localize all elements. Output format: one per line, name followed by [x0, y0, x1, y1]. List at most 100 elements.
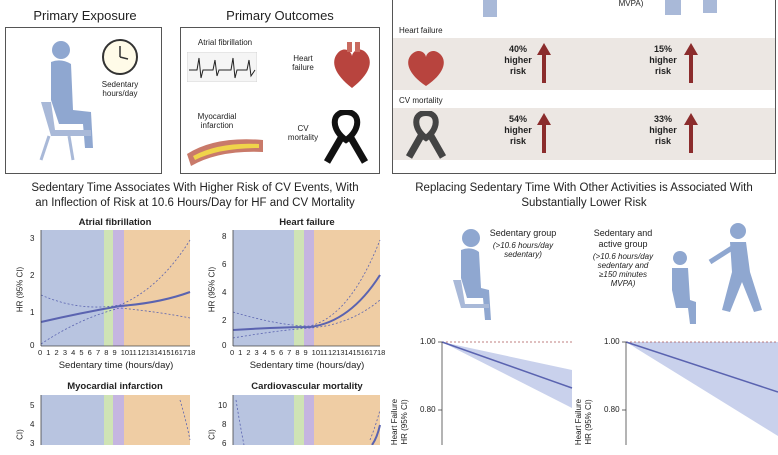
heart-icon — [334, 42, 370, 88]
hr-line — [40, 291, 191, 323]
group2-name: Sedentary and active group — [593, 228, 653, 249]
chart-hf — [232, 230, 381, 347]
af-ylabel: HR (95% CI) — [15, 266, 25, 313]
clock-icon — [102, 39, 138, 75]
risk-panel: MVPA) Heart failure 40% higher risk 15% … — [392, 0, 776, 174]
mvpa-note: MVPA) — [618, 0, 644, 8]
outcome-mi-label: Myocardial infarction — [197, 112, 237, 130]
af-ytick: 0 — [30, 341, 35, 350]
ci-lower — [40, 307, 191, 345]
x-tick-label: 17 — [368, 348, 378, 357]
x-tick-label: 8 — [295, 348, 300, 357]
cvm-active-risk: 33% higher risk — [649, 114, 677, 146]
sedentary-hours-label: Sedentary hours/day — [101, 80, 139, 98]
af-ytick: 2 — [30, 271, 35, 280]
x-tick-label: 6 — [87, 348, 92, 357]
x-tick-label: 2 — [246, 348, 251, 357]
artery-icon — [187, 139, 263, 166]
x-tick-label: 18 — [377, 348, 386, 357]
hf-active-risk: 15% higher risk — [649, 44, 677, 76]
hf-ylabel: HR (95% CI) — [207, 266, 217, 313]
right-section-title: Replacing Sedentary Time With Other Acti… — [415, 182, 753, 209]
x-tick-label: 15 — [162, 348, 171, 357]
x-tick-label: 11 — [129, 348, 137, 357]
up-arrow-icon — [684, 113, 698, 153]
sub1-ytick: 1.00 — [420, 337, 436, 346]
x-tick-label: 13 — [336, 348, 345, 357]
hf-xticks: 0 1 2 3 4 5 6 7 8 9 10 11 12 13 14 15 16 17 18 — [229, 348, 389, 358]
x-tick-label: 14 — [153, 348, 163, 357]
up-arrow-icon — [537, 113, 551, 153]
x-tick-label: 3 — [254, 348, 259, 357]
mi-ytick: 5 — [30, 401, 35, 410]
group2-desc: (>10.6 hours/day sedentary and ≥150 minu… — [592, 252, 654, 288]
af-ytick: 1 — [30, 308, 35, 317]
cvm-ytick: 8 — [222, 420, 227, 429]
x-tick-label: 10 — [311, 348, 320, 357]
x-tick-label: 12 — [328, 348, 337, 357]
ribbon-icon — [405, 111, 447, 159]
group1-desc: (>10.6 hours/day sedentary) — [492, 241, 554, 259]
x-tick-label: 13 — [145, 348, 154, 357]
af-xlabel: Sedentary time (hours/day) — [58, 360, 174, 371]
hf-ytick: 8 — [222, 232, 227, 241]
x-tick-label: 6 — [279, 348, 284, 357]
walking-person-icon — [665, 0, 717, 15]
af-xticks: 0 1 2 3 4 5 6 7 8 9 10 11 12 13 14 15 16 17 18 — [37, 348, 197, 358]
x-tick-label: 9 — [303, 348, 308, 357]
x-tick-label: 17 — [178, 348, 188, 357]
up-arrow-icon — [684, 43, 698, 83]
primary-exposure-title: Primary Exposure — [33, 8, 137, 23]
x-tick-label: 0 — [230, 348, 235, 357]
chart-cvm — [232, 395, 381, 450]
primary-outcomes-title: Primary Outcomes — [226, 8, 334, 23]
risk-row-hf-label: Heart failure — [399, 26, 443, 35]
cvm-ytick: 10 — [218, 401, 227, 410]
hf-ytick: 2 — [222, 316, 227, 325]
x-tick-label: 16 — [360, 348, 369, 357]
outcomes-box: Atrial fibrillation Heart failure Myocar… — [180, 27, 380, 174]
walking-person-icon — [708, 223, 762, 312]
hf-ytick: 6 — [222, 260, 227, 269]
x-tick-label: 9 — [112, 348, 117, 357]
hr-line — [232, 274, 381, 331]
x-tick-label: 3 — [62, 348, 67, 357]
x-tick-label: 5 — [79, 348, 84, 357]
x-tick-label: 15 — [352, 348, 361, 357]
heart-icon — [408, 50, 444, 86]
x-tick-label: 1 — [238, 348, 243, 357]
substitution-charts — [438, 341, 778, 445]
group1-name: Sedentary group — [489, 228, 557, 238]
ci-upper — [232, 239, 381, 327]
sub2-ytick: 0.80 — [604, 405, 620, 414]
x-tick-label: 7 — [287, 348, 292, 357]
chart-af — [40, 230, 191, 347]
risk-row-cvm — [393, 108, 775, 160]
chart-cvm-title: Cardiovascular mortality — [251, 381, 363, 392]
x-tick-label: 7 — [95, 348, 101, 357]
cvm-ylabel: CI) — [207, 429, 217, 440]
x-tick-label: 5 — [270, 348, 275, 357]
x-tick-label: 4 — [71, 348, 76, 357]
seated-person-icon — [672, 251, 696, 324]
chart-mi-title: Myocardial infarction — [67, 381, 163, 392]
outcome-cvm-label: CV mortality — [287, 124, 319, 142]
sub2-ylabel: Heart Failure HR (95% CI) — [574, 398, 593, 446]
mi-ytick: 3 — [30, 439, 35, 448]
seated-person-icon — [39, 41, 93, 161]
sub-chart-sedentary — [438, 341, 573, 445]
group1-label: Sedentary group (>10.6 hours/day sedenta… — [488, 228, 558, 259]
x-tick-label: 0 — [38, 348, 43, 357]
mi-ylabel: CI) — [15, 429, 25, 440]
risk-row-hf — [393, 38, 775, 90]
outcome-af-label: Atrial fibrillation — [197, 38, 253, 47]
chart-af-title: Atrial fibrillation — [78, 217, 152, 228]
up-arrow-icon — [537, 43, 551, 83]
exposure-box: Sedentary hours/day — [5, 27, 162, 174]
ci-upper — [40, 239, 191, 308]
hf-xlabel: Sedentary time (hours/day) — [249, 360, 365, 371]
hf-ytick: 4 — [222, 288, 227, 297]
sub1-ylabel: Heart Failure HR (95% CI) — [390, 398, 409, 446]
cvm-ytick: 6 — [222, 439, 227, 448]
x-tick-label: 14 — [344, 348, 353, 357]
